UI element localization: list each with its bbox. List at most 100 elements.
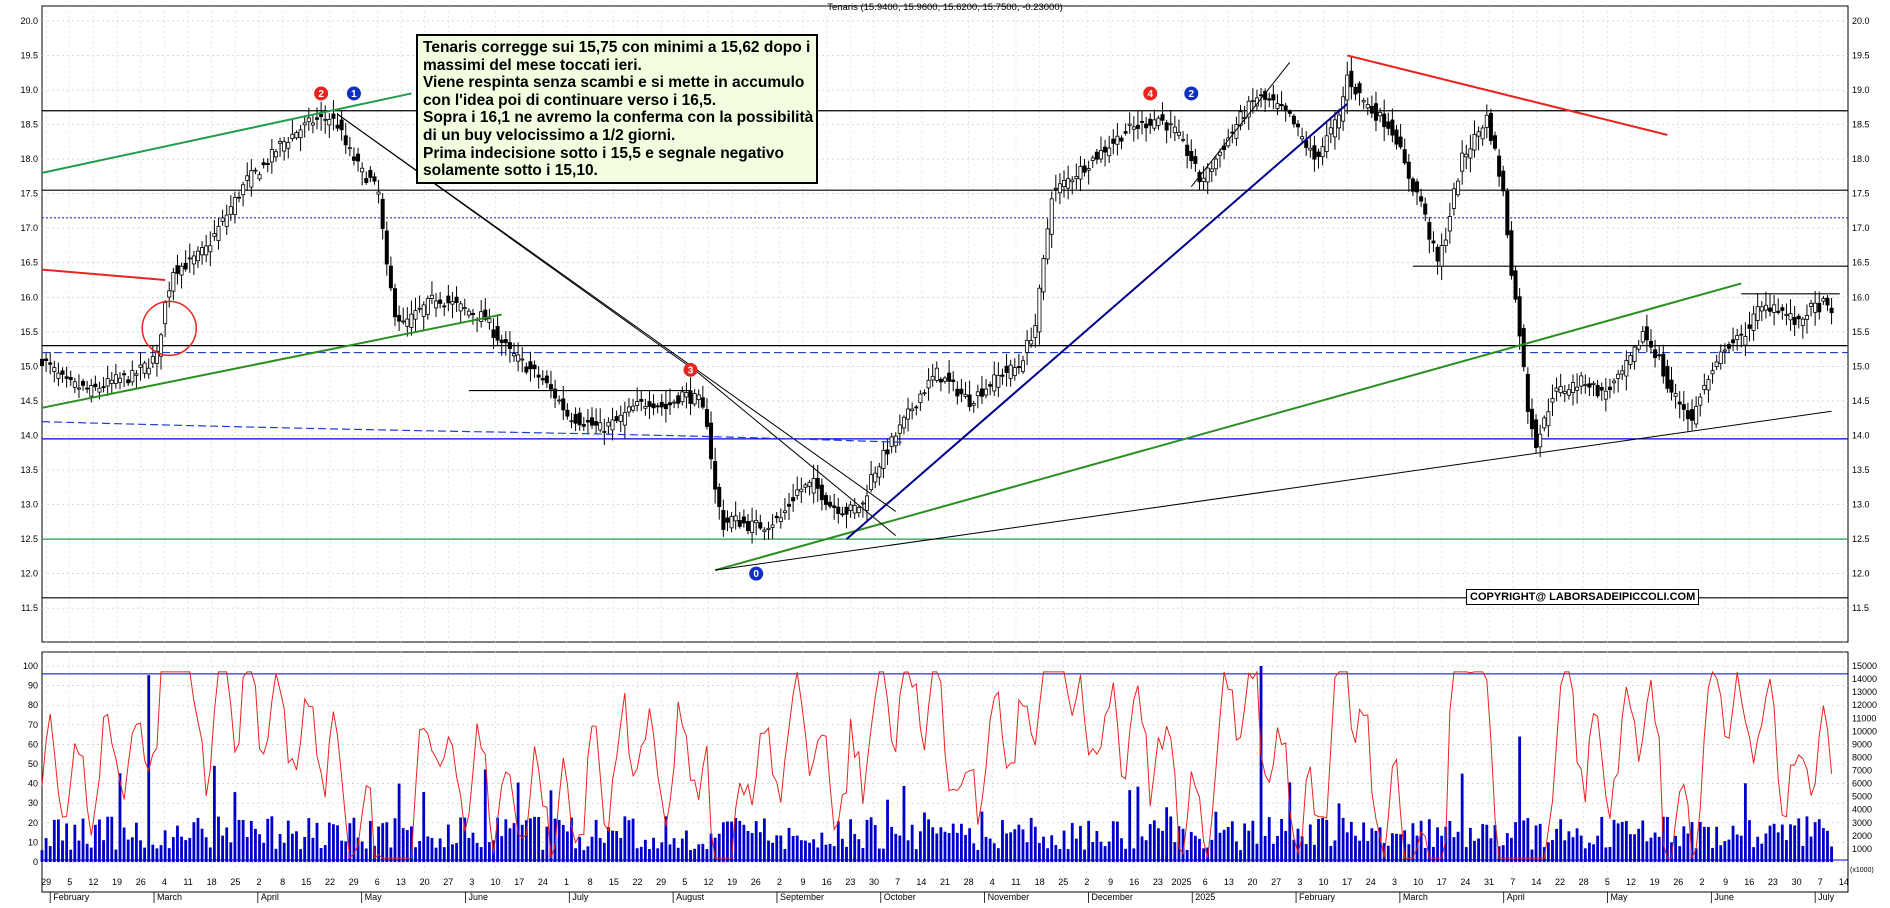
candle-body	[614, 416, 619, 422]
candle-body	[347, 147, 352, 150]
volume-bar	[1764, 833, 1768, 862]
candle-body	[1037, 287, 1042, 333]
volume-bar	[1588, 842, 1591, 862]
candle-body	[1484, 114, 1489, 128]
x-tick-label: 16	[822, 877, 832, 887]
candle-body	[438, 299, 443, 304]
volume-bar	[972, 843, 976, 862]
x-tick-label: 17	[514, 877, 524, 887]
x-tick-label: 7	[1818, 877, 1823, 887]
month-label: July	[1818, 892, 1835, 902]
candle-body	[495, 325, 500, 341]
candle-body	[1365, 104, 1370, 109]
candle-body	[577, 412, 582, 426]
volume-bar	[1530, 849, 1534, 862]
wave-marker	[346, 86, 361, 101]
candle-body	[1295, 123, 1300, 128]
x-tick-label: 18	[207, 877, 217, 887]
volume-bar	[537, 816, 541, 862]
volume-bar	[988, 838, 992, 862]
candle-body	[1176, 131, 1181, 136]
candle-body	[700, 397, 705, 408]
volume-bar	[1809, 836, 1813, 862]
volume-bar	[221, 835, 224, 862]
y-tick-label-left: 13.5	[20, 465, 38, 475]
x-tick-label: 29	[41, 877, 51, 887]
x-tick-label: 22	[1555, 877, 1565, 887]
volume-bar	[385, 822, 389, 862]
candle-body	[146, 367, 151, 375]
indicator-y-label: 80	[28, 700, 38, 710]
candle-body	[1427, 221, 1432, 240]
x-tick-label: 20	[420, 877, 430, 887]
volume-bar	[451, 844, 454, 862]
candle-body	[1529, 408, 1534, 430]
volume-bar	[422, 791, 426, 862]
volume-bar	[763, 818, 766, 862]
volume-bar	[1337, 803, 1341, 862]
volume-bar	[455, 843, 458, 862]
wave-marker	[1184, 86, 1199, 101]
candle-body	[971, 403, 976, 406]
candle-body	[134, 373, 139, 376]
volume-bar	[689, 850, 692, 862]
y-tick-label-right: 18.5	[1852, 120, 1870, 130]
volume-y-label: 9000	[1852, 739, 1872, 749]
volume-bar	[1735, 834, 1739, 862]
candle-body	[372, 176, 377, 182]
candle-body	[602, 431, 607, 433]
candle-body	[643, 405, 648, 409]
x-tick-label: 16	[1744, 877, 1754, 887]
volume-bar	[742, 824, 746, 862]
volume-bar	[48, 846, 52, 862]
candle-body	[1164, 122, 1169, 131]
candle-body	[1681, 404, 1686, 410]
volume-bar	[1641, 820, 1645, 862]
x-tick-label: 12	[703, 877, 713, 887]
candle-body	[873, 472, 878, 483]
volume-bar	[1678, 846, 1682, 862]
volume-bar	[332, 824, 335, 862]
candle-body	[1788, 313, 1793, 321]
candle-body	[1287, 111, 1292, 114]
volume-bar	[1111, 821, 1115, 862]
candle-body	[1829, 307, 1834, 314]
volume-bar	[438, 838, 442, 862]
y-tick-label-left: 16.5	[20, 258, 38, 268]
wave-marker	[314, 86, 329, 101]
candle-body	[269, 149, 274, 163]
candle-body	[647, 401, 652, 407]
candle-body	[1653, 349, 1658, 359]
x-tick-label: 20	[1248, 877, 1258, 887]
candle-body	[1538, 433, 1543, 448]
y-tick-label-left: 19.0	[20, 85, 38, 95]
candle-body	[512, 353, 517, 357]
volume-bar	[1349, 821, 1353, 862]
volume-bar	[98, 819, 101, 862]
candle-body	[938, 378, 943, 383]
volume-bar	[836, 821, 840, 862]
month-label: March	[1403, 892, 1428, 902]
volume-bar	[1128, 790, 1132, 862]
candle-body	[1726, 344, 1731, 349]
volume-bar	[446, 824, 450, 862]
candle-body	[1640, 331, 1645, 343]
candle-body	[1337, 114, 1342, 129]
candle-body	[1648, 340, 1653, 348]
volume-bar	[754, 821, 758, 862]
volume-bar	[931, 827, 935, 862]
volume-bar	[463, 817, 467, 862]
volume-bar	[611, 830, 614, 862]
wave-marker-label: 0	[753, 569, 759, 580]
candle-body	[766, 527, 771, 530]
volume-bar	[155, 848, 159, 862]
volume-bar	[1062, 830, 1066, 862]
candle-body	[1053, 187, 1058, 190]
candle-body	[1743, 336, 1748, 346]
candle-body	[228, 206, 233, 215]
volume-bar	[1411, 823, 1415, 862]
candle-body	[1554, 387, 1559, 392]
volume-bar	[434, 847, 438, 862]
volume-bar	[241, 819, 245, 862]
volume-y-label: 12000	[1852, 700, 1877, 710]
